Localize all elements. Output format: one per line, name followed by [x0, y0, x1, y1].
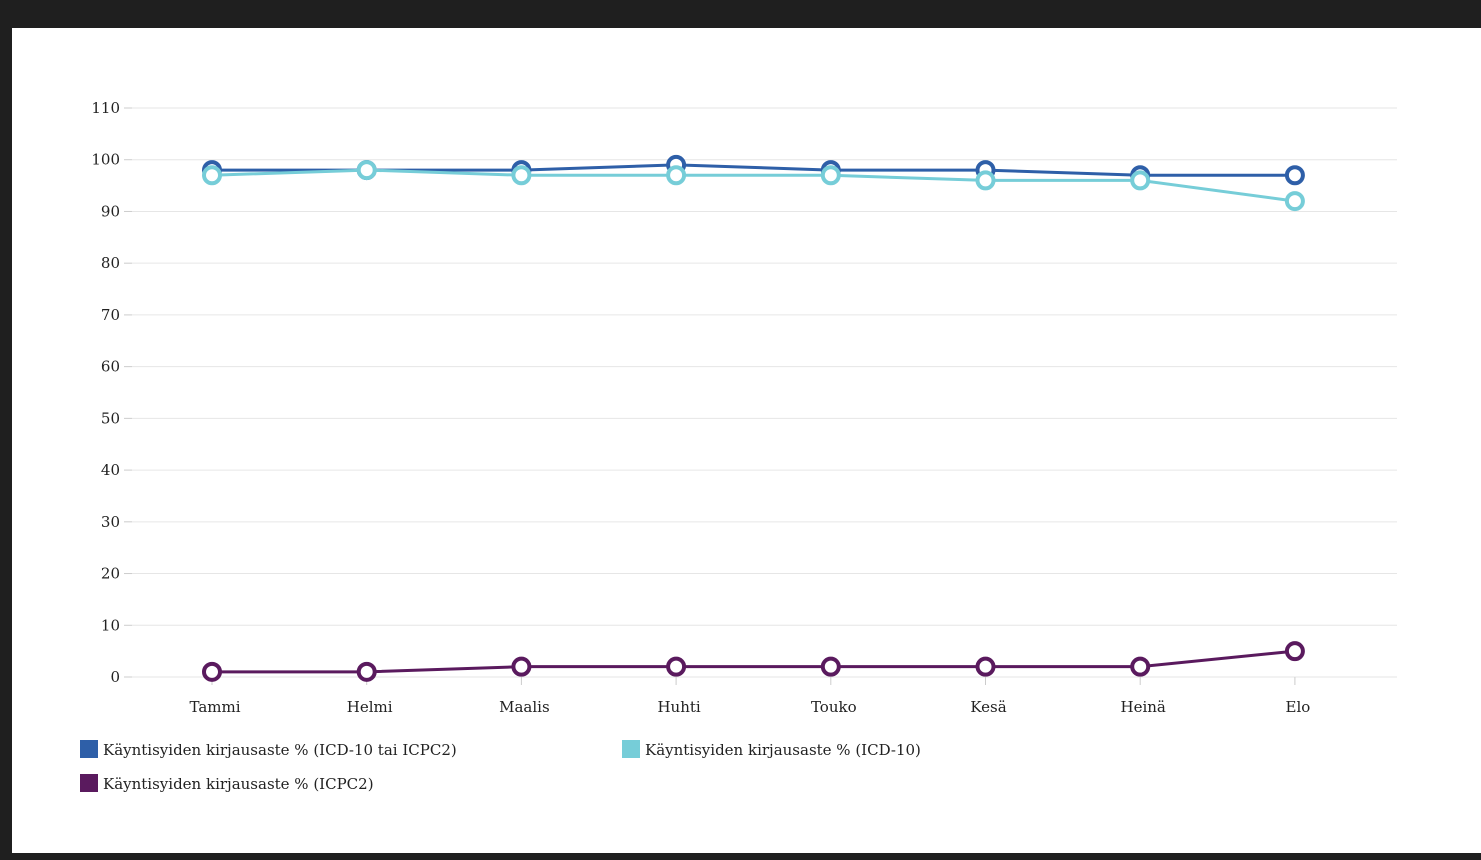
y-axis: 0 10 20 30 40 50 60 70 80 90 100 110 — [91, 99, 132, 686]
chart-panel: 0 10 20 30 40 50 60 70 80 90 100 110 Tammi Helmi Maal… — [12, 28, 1481, 853]
legend-item[interactable]: Käyntisyiden kirjausaste % (ICPC2) — [80, 774, 374, 793]
x-tick-label: Helmi — [347, 698, 393, 716]
y-tick-label: 20 — [101, 565, 120, 583]
x-tick-label: Touko — [811, 698, 857, 716]
series-line — [212, 649, 1296, 674]
data-point[interactable] — [511, 165, 532, 186]
series-2 — [202, 160, 1305, 212]
data-point[interactable] — [1130, 656, 1151, 677]
data-point[interactable] — [975, 656, 996, 677]
y-tick-label: 10 — [101, 616, 120, 634]
x-tick-label: Maalis — [499, 698, 550, 716]
legend: Käyntisyiden kirjausaste % (ICD-10 tai I… — [80, 740, 921, 793]
legend-swatch — [80, 774, 98, 792]
data-point[interactable] — [511, 656, 532, 677]
y-tick-label: 40 — [101, 461, 120, 479]
x-tick-label: Elo — [1286, 698, 1311, 716]
y-tick-label: 70 — [101, 306, 120, 324]
data-point[interactable] — [820, 165, 841, 186]
y-tick-label: 30 — [101, 513, 120, 531]
series-3 — [202, 641, 1305, 682]
data-point[interactable] — [1284, 641, 1305, 662]
y-tick-label: 0 — [110, 668, 120, 686]
y-tick-label: 60 — [101, 358, 120, 376]
legend-swatch — [80, 740, 98, 758]
y-tick-label: 110 — [91, 99, 120, 117]
legend-label: Käyntisyiden kirjausaste % (ICD-10) — [645, 741, 921, 759]
y-tick-label: 50 — [101, 409, 120, 427]
data-point[interactable] — [202, 165, 222, 186]
x-tick-label: Tammi — [189, 698, 240, 716]
data-point[interactable] — [1284, 191, 1305, 212]
x-tick-label: Huhti — [657, 698, 700, 716]
y-tick-label: 80 — [101, 254, 120, 272]
x-axis: Tammi Helmi Maalis Huhti Touko Kesä Heinä Elo — [189, 677, 1310, 716]
data-point[interactable] — [1130, 170, 1151, 191]
x-tick-label: Kesä — [970, 698, 1006, 716]
data-point[interactable] — [975, 170, 996, 191]
data-point[interactable] — [666, 165, 687, 186]
data-point[interactable] — [1284, 165, 1305, 186]
legend-swatch — [622, 740, 640, 758]
y-tick-label: 90 — [101, 202, 120, 220]
data-point[interactable] — [820, 656, 841, 677]
data-point[interactable] — [356, 160, 377, 181]
line-chart: 0 10 20 30 40 50 60 70 80 90 100 110 Tammi Helmi Maal… — [80, 99, 1397, 793]
legend-label: Käyntisyiden kirjausaste % (ICD-10 tai I… — [103, 741, 457, 759]
legend-item[interactable]: Käyntisyiden kirjausaste % (ICD-10) — [622, 740, 921, 759]
data-point[interactable] — [666, 656, 687, 677]
legend-item[interactable]: Käyntisyiden kirjausaste % (ICD-10 tai I… — [80, 740, 457, 759]
x-tick-label: Heinä — [1121, 698, 1166, 716]
data-point[interactable] — [356, 661, 377, 682]
grid — [132, 107, 1397, 678]
series-line — [211, 168, 1296, 203]
legend-label: Käyntisyiden kirjausaste % (ICPC2) — [103, 775, 374, 793]
data-point[interactable] — [202, 661, 222, 682]
y-tick-label: 100 — [91, 151, 120, 169]
series-lines — [202, 154, 1305, 682]
